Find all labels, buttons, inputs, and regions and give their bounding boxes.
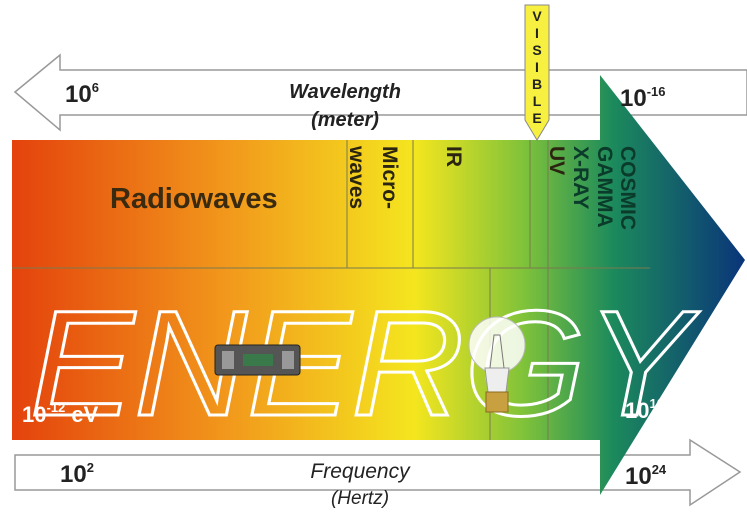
cosmic-label: COSMIC [616,146,639,230]
microwaves-label: waves [345,145,368,209]
energy-title: ENERGY [30,279,700,447]
bulb-icon [468,316,526,413]
wavelength-max: 10-16 [620,84,666,112]
visible-tab [524,4,550,141]
visible-label: VISIBLE [529,8,545,127]
wavelength-arrow [13,53,747,132]
frequency-max: 1024 [625,462,667,490]
energy-min: 10-12 eV [22,400,99,427]
frequency-arrow [14,438,742,507]
radiowaves-label: Radiowaves [110,183,278,215]
gamma-label: GAMMA [593,146,616,228]
energy-arrow [12,75,745,495]
wavelength-min: 106 [65,80,99,108]
energy-max: 1010 [625,396,664,423]
xray-label: X-RAY [569,146,592,209]
microwaves-label: Micro- [378,146,401,209]
frequency-title: Frequency [310,460,411,483]
frequency-unit: (Hertz) [331,488,389,509]
uv-label: UV [545,146,568,175]
wavelength-unit: (meter) [311,109,379,131]
radio-icon [214,344,301,376]
ir-label: IR [442,146,465,167]
wavelength-title: Wavelength [289,81,401,103]
frequency-min: 102 [60,460,94,488]
